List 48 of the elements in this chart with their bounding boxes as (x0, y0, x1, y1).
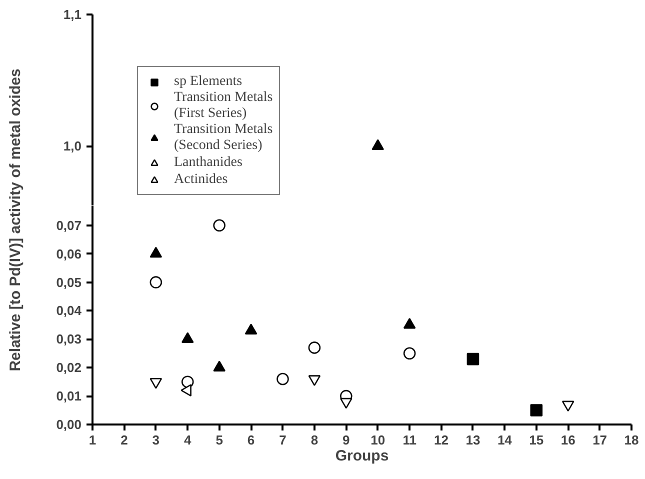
point (181, 376, 194, 388)
y-tick-label: 0,02 (56, 360, 82, 376)
x-tick-label: 3 (152, 432, 160, 448)
x-tick-label: 15 (529, 432, 544, 448)
legend-label: Lanthanides (174, 154, 242, 171)
x-tick-label: 8 (310, 432, 318, 448)
legend-label: Transition Metals (Second Series) (174, 122, 273, 154)
point (276, 372, 289, 386)
x-tick-label: 10 (370, 432, 386, 448)
legend-label: Transition Metals (First Series) (174, 90, 273, 122)
point (403, 347, 416, 360)
y-tick-label: 0,01 (56, 388, 82, 404)
x-tick-label: 5 (216, 432, 223, 448)
x-tick-label: 18 (624, 432, 639, 448)
point (562, 400, 574, 412)
point (150, 378, 162, 389)
point (308, 342, 321, 354)
x-tick-label: 9 (342, 432, 350, 448)
point (466, 352, 480, 366)
x-tick-label: 17 (592, 432, 608, 448)
x-tick-label: 14 (497, 432, 513, 448)
point (308, 375, 321, 386)
y-tick-label: 0,00 (56, 417, 82, 432)
x-axis-title: Groups (335, 448, 389, 464)
y-tick-label: 0,03 (56, 332, 82, 347)
y-tick-label: 0,04 (56, 303, 82, 318)
point (150, 246, 162, 258)
point (213, 219, 226, 232)
y-tick-label: 1,0 (63, 138, 82, 154)
y-tick-label: 1,1 (63, 7, 82, 22)
x-tick-label: 11 (402, 432, 416, 448)
point (340, 398, 352, 409)
y-tick-label: 0,06 (56, 246, 82, 262)
x-tick-label: 2 (120, 432, 128, 448)
y-tick-label: 0,07 (56, 218, 82, 233)
y-axis-title: Relative [to Pd(IV)] activity of metal oxides (7, 68, 24, 372)
x-tick-label: 4 (184, 432, 192, 448)
y-tick-label: 0,05 (56, 274, 82, 290)
legend-label: Actinides (174, 171, 228, 188)
x-tick-label: 16 (560, 432, 576, 448)
x-tick-label: 12 (434, 432, 449, 448)
x-tick-label: 13 (466, 432, 480, 448)
x-tick-label: 1 (88, 432, 96, 448)
x-tick-label: 6 (247, 432, 255, 448)
x-tick-label: 7 (279, 432, 286, 448)
legend-label: sp Elements (174, 73, 242, 90)
point (150, 276, 162, 288)
point (530, 404, 543, 416)
